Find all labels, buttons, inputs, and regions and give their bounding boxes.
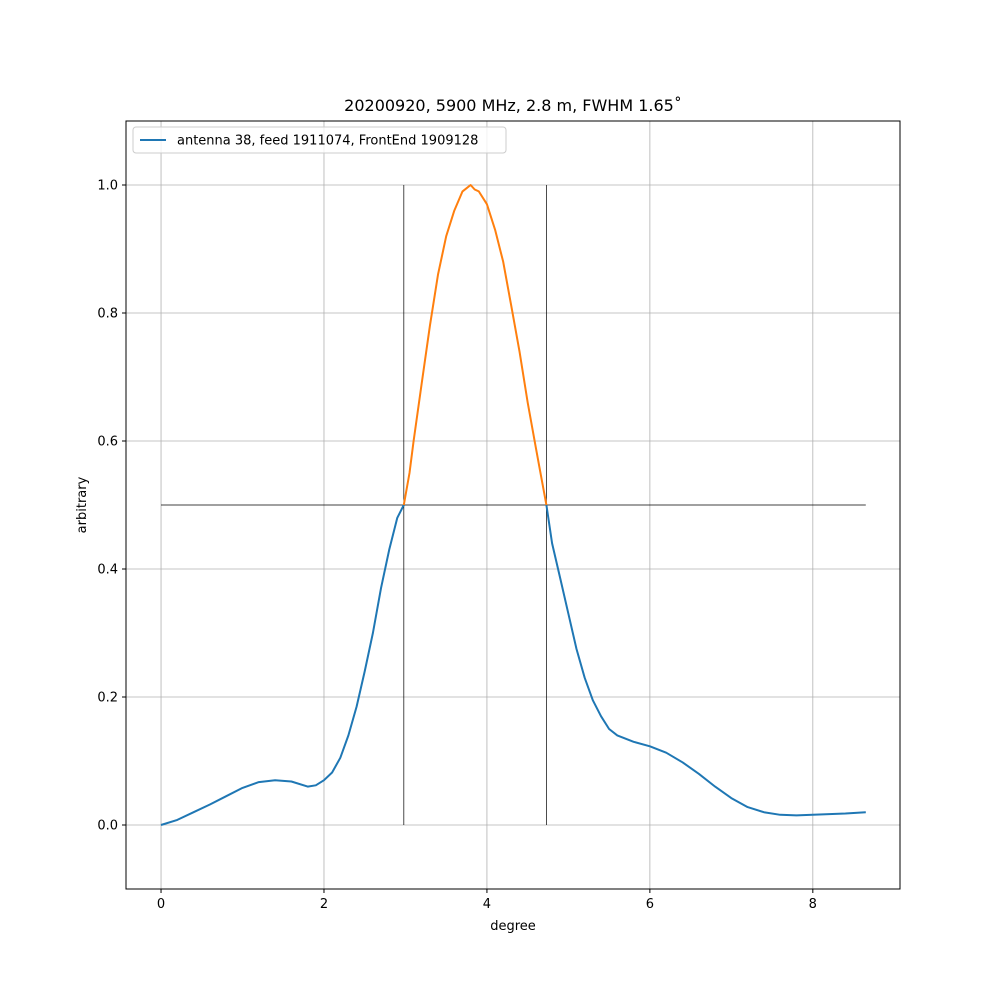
series-beam-right-sidelobe: [545, 504, 866, 817]
series-main-lobe: [402, 184, 548, 506]
legend-entry-label: antenna 38, feed 1911074, FrontEnd 19091…: [177, 134, 478, 149]
x-axis-ticks: 0 2 4 6 8: [157, 889, 817, 912]
legend: antenna 38, feed 1911074, FrontEnd 19091…: [132, 126, 507, 154]
legend-box: [132, 126, 507, 154]
x-tick-label-4: 8: [809, 897, 817, 912]
x-axis-label: degree: [490, 919, 536, 934]
y-tick-label-0: 0.0: [97, 819, 118, 834]
y-tick-label-1: 0.2: [97, 691, 118, 706]
series-layer: [160, 184, 866, 826]
x-tick-label-2: 4: [483, 897, 491, 912]
y-tick-label-2: 0.4: [97, 563, 118, 578]
x-tick-label-0: 0: [157, 897, 165, 912]
x-tick-label-1: 2: [320, 897, 328, 912]
y-axis-ticks: 0.0 0.2 0.4 0.6 0.8 1.0: [97, 179, 126, 834]
plot-frame: [125, 120, 901, 890]
y-tick-label-4: 0.8: [97, 307, 118, 322]
y-axis-label: arbitrary: [75, 476, 90, 533]
y-tick-label-3: 0.6: [97, 435, 118, 450]
y-tick-label-5: 1.0: [97, 179, 118, 194]
chart-title: 20200920, 5900 MHz, 2.8 m, FWHM 1.65˚: [344, 96, 682, 115]
series-beam-left-sidelobe: [160, 504, 405, 826]
x-tick-label-3: 6: [646, 897, 654, 912]
